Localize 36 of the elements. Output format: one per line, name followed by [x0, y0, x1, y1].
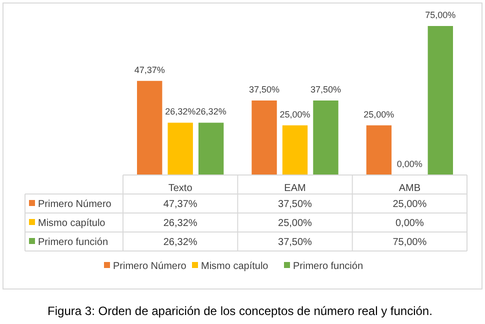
data-label: 25,00%	[278, 218, 312, 229]
text: 37,50%	[249, 84, 280, 94]
bar	[198, 122, 224, 175]
data-label: 37,50%	[278, 199, 312, 210]
legend-label: Primero función	[293, 261, 364, 272]
x-tick-label: AMB	[398, 183, 421, 194]
data-label: 75,00%	[392, 237, 427, 248]
x-tick-label: Texto	[168, 183, 193, 194]
legend-label: Mismo capítulo	[38, 218, 106, 229]
text: Primero Número	[113, 261, 186, 272]
bar	[313, 100, 338, 175]
text: Primero función	[38, 237, 108, 248]
bar	[168, 122, 193, 175]
data-label: 25,00%	[392, 199, 427, 210]
text: Figura 3: Orden de aparición de los conceptos de número real y función.	[48, 304, 432, 318]
data-label: 37,50%	[278, 237, 312, 248]
text: 25,00%	[280, 109, 310, 120]
data-label: 26,32%	[163, 218, 198, 229]
data-label: 47,37%	[163, 199, 198, 210]
bar	[366, 125, 392, 175]
data-label: 0,00%	[395, 218, 424, 229]
text: 75,00%	[425, 10, 456, 20]
text: 26,32%	[196, 106, 226, 117]
text: Mismo capítulo	[201, 261, 268, 272]
bar	[428, 26, 453, 175]
text: 0,00%	[396, 159, 422, 169]
bar	[252, 100, 277, 175]
text: 25,00%	[364, 109, 394, 120]
text: 26,32%	[165, 106, 196, 117]
legend-label: Primero Número	[38, 199, 112, 210]
bar	[282, 125, 308, 175]
text: 37,50%	[310, 84, 341, 94]
bar	[137, 80, 162, 175]
text: 47,37%	[134, 64, 165, 75]
x-tick-label: EAM	[284, 183, 306, 194]
data-label: 26,32%	[163, 237, 198, 248]
